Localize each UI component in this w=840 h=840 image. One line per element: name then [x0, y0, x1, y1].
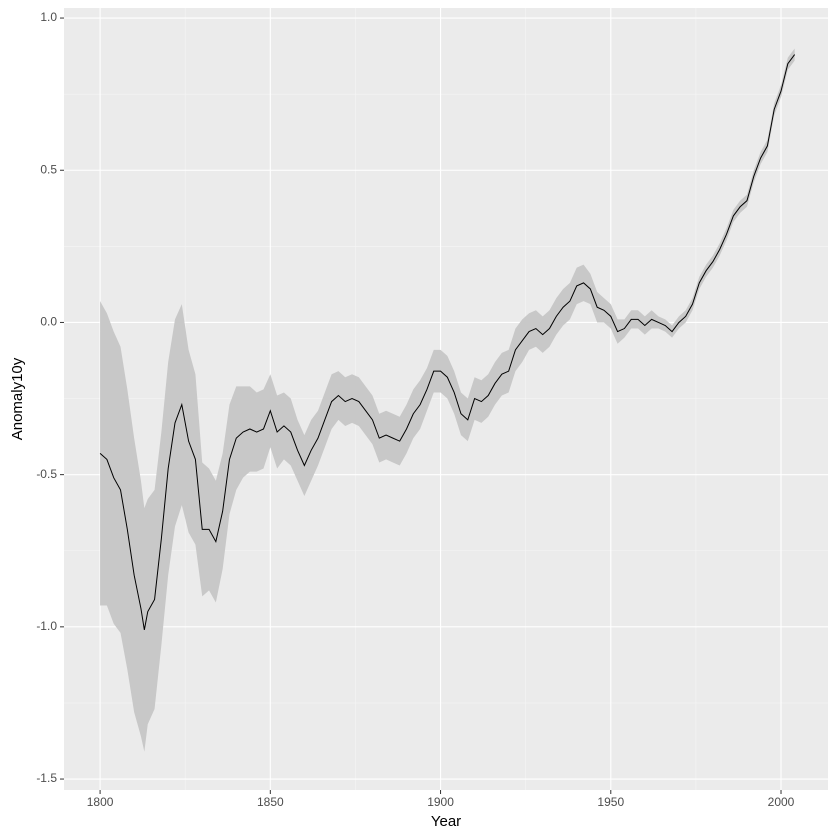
confidence-band: [100, 48, 795, 752]
line: [99, 54, 796, 630]
y-tick-label: -1.0: [36, 619, 57, 633]
x-tick-label: 1800: [87, 795, 114, 809]
x-tick-label: 1850: [257, 795, 284, 809]
y-tick-label: -0.5: [36, 467, 57, 481]
y-tick-label: 0.0: [40, 315, 57, 329]
x-tick-label: 1900: [427, 795, 454, 809]
y-tick-label: 0.5: [40, 162, 57, 176]
x-axis-title: Year: [431, 813, 461, 830]
x-tick-label: 2000: [768, 795, 795, 809]
y-tick-label: 1.0: [40, 10, 57, 24]
y-tick-label: -1.5: [36, 771, 57, 785]
y-axis-title: Anomaly10y: [9, 357, 26, 440]
x-tick-label: 1950: [597, 795, 624, 809]
